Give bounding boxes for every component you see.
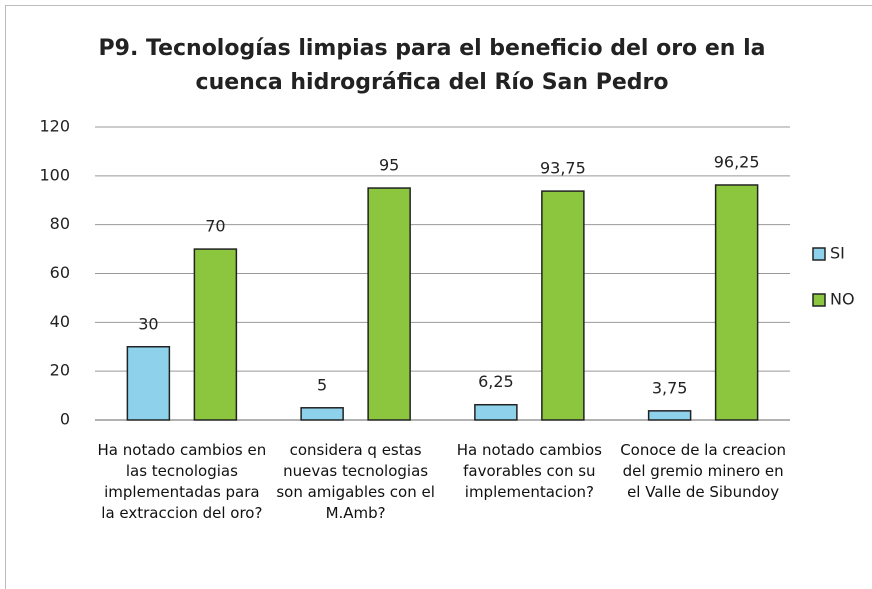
y-tick-label: 100: [39, 165, 70, 184]
bar: [300, 407, 344, 421]
x-tick-label: Ha notado cambios favorables con su impl…: [456, 441, 602, 501]
data-label: 93,75: [540, 159, 586, 178]
data-label: 5: [317, 375, 327, 394]
bar: [647, 410, 692, 421]
bar: [474, 403, 518, 421]
chart-title: P9. Tecnologías limpias para el benefici…: [98, 36, 766, 95]
bar: [714, 184, 759, 421]
chart-frame: [5, 5, 872, 589]
data-label: 6,25: [478, 372, 514, 391]
y-tick-label: 80: [50, 214, 70, 233]
legend-swatch: [812, 247, 826, 261]
data-label: 30: [138, 314, 158, 333]
legend-label: NO: [830, 290, 855, 309]
y-tick-label: 60: [50, 263, 70, 282]
y-tick-label: 0: [60, 410, 70, 429]
y-tick-label: 20: [50, 361, 70, 380]
x-tick-label: considera q estas nuevas tecnologias son…: [276, 441, 435, 522]
bar: [541, 190, 585, 421]
bar: [367, 187, 411, 421]
bar: [126, 346, 171, 421]
y-tick-label: 40: [50, 312, 70, 331]
data-label: 96,25: [714, 152, 760, 171]
x-tick-label: Ha notado cambios en las tecnologias imp…: [97, 441, 267, 522]
legend-swatch: [812, 293, 826, 307]
data-label: 70: [205, 217, 225, 236]
x-tick-label: Conoce de la creacion del gremio minero …: [620, 441, 787, 501]
data-label: 95: [379, 156, 399, 175]
data-label: 3,75: [652, 378, 688, 397]
legend-label: SI: [830, 244, 845, 263]
bar: [193, 248, 238, 421]
y-tick-label: 120: [39, 117, 70, 136]
